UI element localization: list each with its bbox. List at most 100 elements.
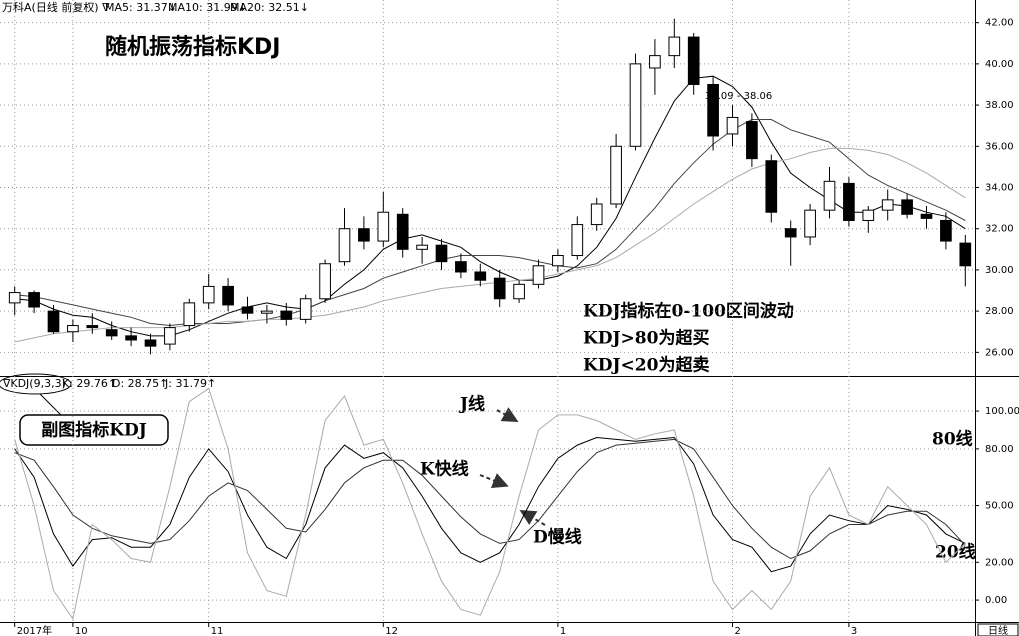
price-label: 38.09 - 38.06 — [705, 91, 772, 102]
candle-body — [338, 228, 351, 263]
candle-body — [261, 310, 273, 314]
y-tick-label: 42.00 — [985, 18, 1014, 29]
line-label: K快线 — [420, 459, 469, 480]
y-tick-label: 28.00 — [985, 306, 1014, 317]
candle-body — [746, 121, 758, 160]
candle-body — [105, 329, 118, 337]
candle-body — [47, 310, 60, 333]
candle-body — [901, 199, 913, 215]
x-tick-label: 3 — [851, 626, 857, 636]
series-line — [14, 119, 966, 327]
candle-body — [707, 83, 719, 137]
callout-box — [19, 414, 169, 446]
y-tick-label: 20.00 — [985, 557, 1014, 568]
candle-body — [823, 180, 836, 211]
candle-body — [202, 285, 215, 304]
candle-body — [649, 55, 661, 69]
x-tick-label: 2 — [735, 626, 741, 636]
main-header: 万科A(日线 前复权) ∇ — [2, 0, 110, 14]
candle-body — [474, 271, 487, 281]
candle-body — [455, 261, 467, 273]
candle-body — [377, 211, 390, 242]
candle-body — [144, 339, 157, 347]
candle-body — [280, 310, 293, 320]
axis-label-box — [977, 623, 1019, 636]
x-tick-label: 10 — [75, 626, 88, 636]
y-tick-label: 100.00 — [985, 406, 1019, 417]
legend-entry: J: 31.79↑ — [164, 377, 216, 390]
candle-body — [940, 219, 952, 242]
line-label: 20线 — [935, 542, 976, 563]
candle-body — [222, 285, 234, 306]
note: KDJ>80为超买 — [583, 328, 709, 349]
candle-body — [571, 224, 584, 256]
series-line — [14, 436, 966, 573]
candle-body — [784, 228, 797, 238]
y-tick-label: 80.00 — [985, 444, 1014, 455]
y-tick-label: 32.00 — [985, 224, 1014, 235]
legend-entry: MA10: 31.99↓ — [168, 1, 247, 14]
candle-body — [396, 213, 409, 250]
y-tick-label: 38.00 — [985, 100, 1014, 111]
legend-entry: K: 29.76↑ — [62, 377, 117, 390]
y-tick-label: 40.00 — [985, 59, 1014, 70]
candle-body — [629, 63, 642, 147]
x-tick-label: 12 — [385, 626, 398, 636]
candle-body — [513, 283, 525, 300]
y-tick-label: 50.00 — [985, 501, 1014, 512]
note: KDJ<20为超卖 — [583, 355, 709, 376]
candle-body — [183, 302, 196, 327]
x-tick-label: 1 — [560, 626, 566, 636]
candle-body — [86, 325, 99, 329]
candle-body — [241, 306, 254, 314]
arrow — [519, 509, 546, 526]
kdj-header: ∇KDJ(9,3,3) — [2, 377, 66, 390]
line-label: 80线 — [932, 429, 973, 450]
arrow — [479, 473, 509, 488]
candle-body — [299, 298, 312, 320]
arrow — [496, 407, 519, 422]
candle-body — [726, 116, 739, 135]
y-tick-label: 0.00 — [985, 595, 1007, 606]
y-tick-label: 30.00 — [985, 265, 1014, 276]
x-tick-label: 11 — [211, 626, 224, 636]
y-tick-label: 34.00 — [985, 183, 1014, 194]
candle-body — [532, 265, 545, 285]
candle-body — [164, 327, 176, 345]
candle-body — [493, 277, 506, 300]
legend-entry: D: 28.75↑ — [112, 377, 168, 390]
candle-body — [610, 145, 622, 205]
callout-label: 副图指标KDJ — [41, 420, 147, 441]
candle-body — [8, 292, 21, 304]
candle-body — [920, 213, 933, 219]
legend-entry: MA20: 32.51↓ — [230, 1, 309, 14]
candle-body — [67, 325, 79, 333]
series-line — [14, 387, 966, 621]
chart-title: 随机振荡指标KDJ — [105, 34, 281, 60]
candle-body — [881, 199, 894, 211]
candle-body — [435, 244, 448, 263]
callout-pointer — [39, 393, 63, 417]
candle-body — [552, 254, 564, 267]
candle-body — [590, 203, 603, 226]
x-tick-label: 2017年 — [17, 624, 52, 636]
callout-ellipse — [0, 373, 72, 395]
candle-body — [125, 335, 137, 341]
y-tick-label: 26.00 — [985, 347, 1014, 358]
candle-body — [668, 36, 681, 57]
line-label: D慢线 — [533, 527, 582, 548]
candle-body — [687, 36, 700, 85]
candle-body — [843, 182, 855, 221]
y-tick-label: 36.00 — [985, 141, 1014, 152]
candle-body — [319, 263, 331, 300]
x-axis-label: 日线 — [988, 624, 1008, 636]
candle-body — [28, 292, 40, 308]
series-line — [14, 438, 966, 560]
line-label: J线 — [458, 394, 485, 415]
candle-body — [804, 209, 816, 238]
candle-body — [959, 242, 972, 267]
candle-body — [765, 160, 778, 213]
